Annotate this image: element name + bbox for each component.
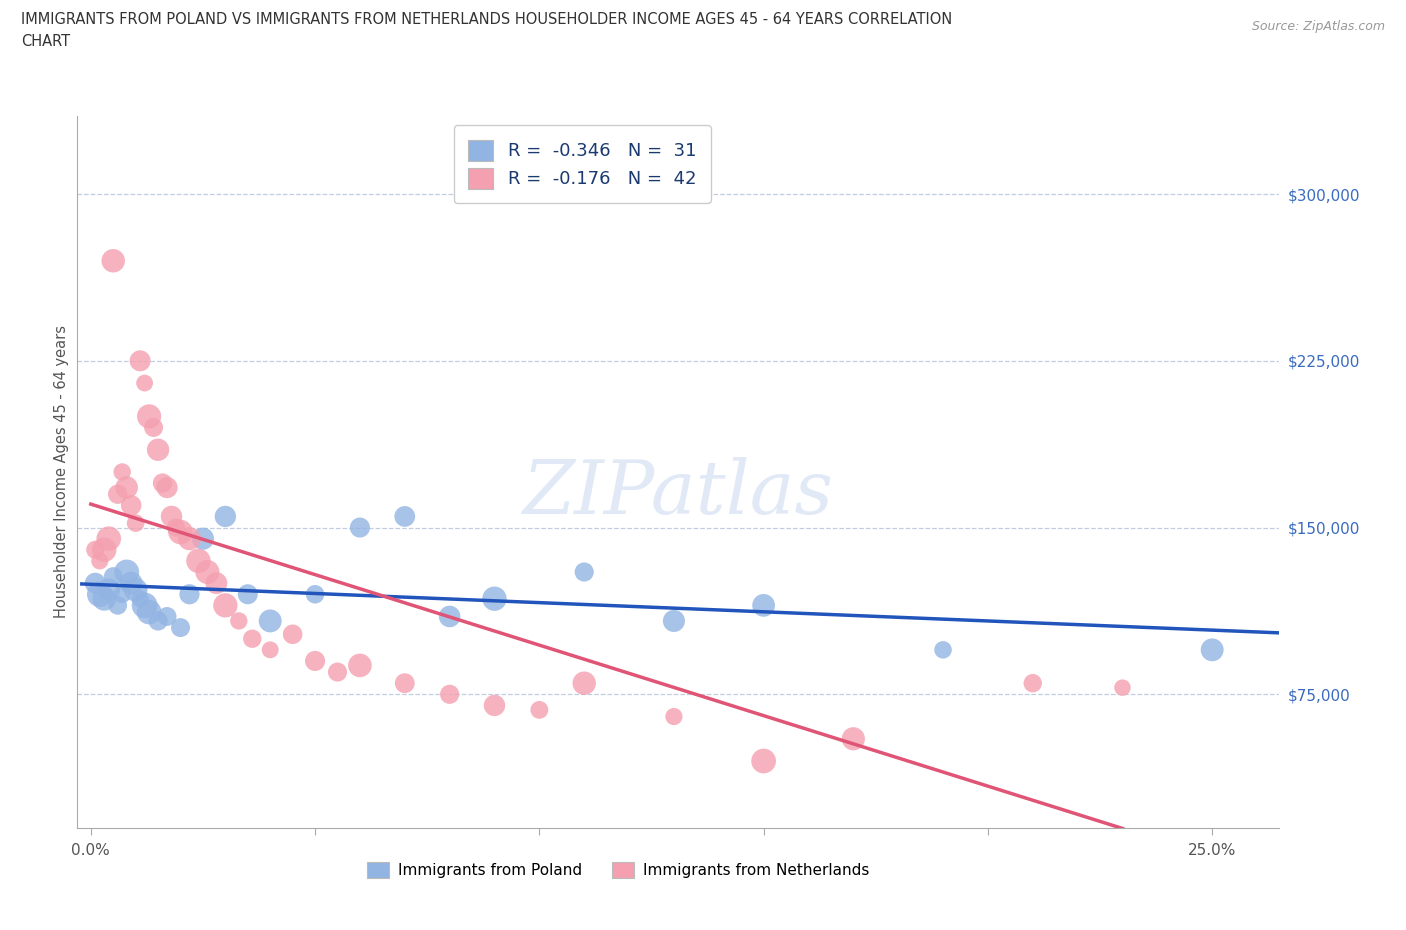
Point — [138, 604, 160, 619]
Point — [932, 643, 955, 658]
Point — [107, 486, 129, 501]
Point — [394, 676, 416, 691]
Point — [439, 687, 461, 702]
Point — [115, 480, 138, 495]
Point — [103, 253, 125, 268]
Point — [124, 515, 146, 530]
Point — [160, 509, 183, 524]
Point — [574, 676, 596, 691]
Point — [134, 598, 156, 613]
Point — [304, 654, 326, 669]
Point — [191, 531, 214, 546]
Point — [574, 565, 596, 579]
Point — [97, 531, 120, 546]
Point — [484, 698, 506, 713]
Point — [146, 614, 169, 629]
Point — [138, 409, 160, 424]
Point — [129, 353, 152, 368]
Point — [326, 665, 349, 680]
Point — [662, 709, 685, 724]
Point — [120, 498, 142, 512]
Point — [152, 475, 174, 490]
Point — [97, 582, 120, 597]
Point — [111, 587, 134, 602]
Point — [228, 614, 250, 629]
Point — [169, 525, 191, 539]
Point — [89, 587, 111, 602]
Point — [752, 753, 775, 768]
Point — [179, 531, 201, 546]
Point — [304, 587, 326, 602]
Point — [236, 587, 259, 602]
Point — [349, 520, 371, 535]
Point — [752, 598, 775, 613]
Point — [394, 509, 416, 524]
Point — [240, 631, 263, 646]
Point — [349, 658, 371, 672]
Point — [214, 598, 236, 613]
Point — [142, 420, 165, 435]
Point — [146, 443, 169, 458]
Point — [259, 643, 281, 658]
Point — [1111, 680, 1133, 695]
Text: Source: ZipAtlas.com: Source: ZipAtlas.com — [1251, 20, 1385, 33]
Point — [197, 565, 219, 579]
Point — [281, 627, 304, 642]
Point — [115, 565, 138, 579]
Point — [84, 576, 107, 591]
Text: IMMIGRANTS FROM POLAND VS IMMIGRANTS FROM NETHERLANDS HOUSEHOLDER INCOME AGES 45: IMMIGRANTS FROM POLAND VS IMMIGRANTS FRO… — [21, 12, 952, 27]
Point — [120, 576, 142, 591]
Point — [842, 731, 865, 746]
Point — [205, 576, 228, 591]
Point — [259, 614, 281, 629]
Point — [484, 591, 506, 606]
Point — [107, 598, 129, 613]
Point — [529, 702, 551, 717]
Point — [84, 542, 107, 557]
Point — [124, 582, 146, 597]
Y-axis label: Householder Income Ages 45 - 64 years: Householder Income Ages 45 - 64 years — [53, 326, 69, 618]
Point — [111, 465, 134, 480]
Point — [214, 509, 236, 524]
Point — [89, 553, 111, 568]
Point — [93, 591, 115, 606]
Text: ZIPatlas: ZIPatlas — [523, 457, 834, 529]
Legend: Immigrants from Poland, Immigrants from Netherlands: Immigrants from Poland, Immigrants from … — [361, 856, 876, 884]
Text: CHART: CHART — [21, 34, 70, 49]
Point — [1022, 676, 1045, 691]
Point — [134, 376, 156, 391]
Point — [165, 520, 187, 535]
Point — [439, 609, 461, 624]
Point — [179, 587, 201, 602]
Point — [129, 591, 152, 606]
Point — [103, 569, 125, 584]
Point — [1201, 643, 1223, 658]
Point — [169, 620, 191, 635]
Point — [93, 542, 115, 557]
Point — [662, 614, 685, 629]
Point — [156, 609, 179, 624]
Point — [156, 480, 179, 495]
Point — [187, 553, 209, 568]
